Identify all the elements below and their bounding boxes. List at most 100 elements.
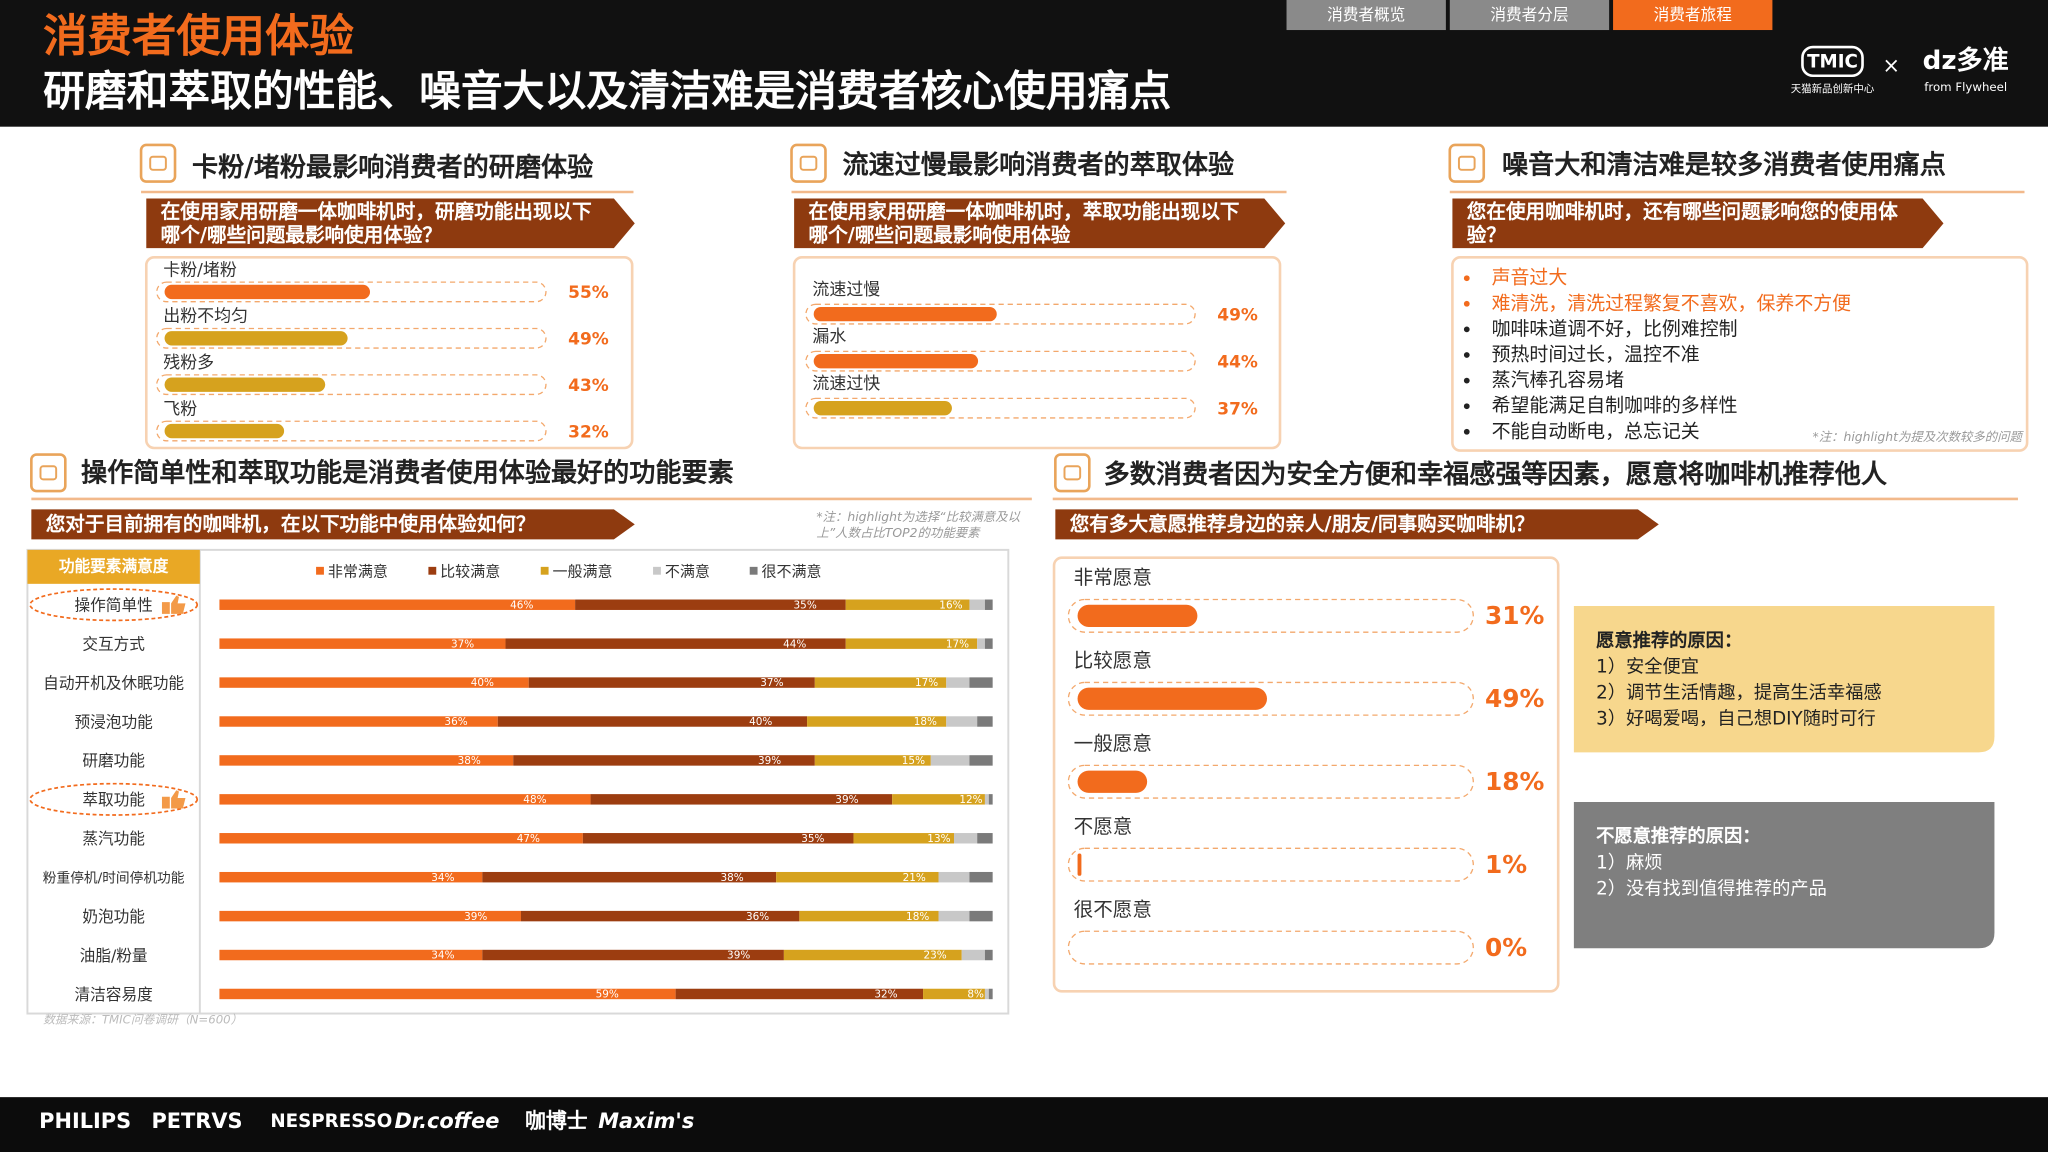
tab-label[interactable]: 消费者旅程 — [1654, 5, 1733, 24]
segment-label: 34% — [431, 872, 454, 884]
page-subtitle: 研磨和萃取的性能、噪音大以及清洁难是消费者核心使用痛点 — [43, 67, 1171, 116]
bar-track — [805, 397, 1196, 419]
value-label: 49% — [568, 330, 609, 350]
bar-segment — [520, 910, 800, 922]
segment-label: 36% — [444, 716, 467, 728]
table-frame — [26, 548, 1010, 1015]
pain-point: 声音过大 — [1492, 267, 1568, 289]
question-banner — [1055, 509, 1659, 540]
reason-item: 2）没有找到值得推荐的产品 — [1596, 878, 1827, 899]
bar-segment — [814, 677, 947, 688]
bar-segment — [219, 638, 506, 649]
brand-logo: NESPRESSO — [270, 1111, 392, 1132]
bullet — [1463, 275, 1470, 282]
footnote: *注：highlight为提及次数较多的问题 — [1813, 429, 2025, 444]
legend-swatch — [749, 566, 758, 575]
category-label: 漏水 — [812, 327, 846, 347]
bar — [1077, 687, 1267, 710]
question-text: 在使用家用研磨一体咖啡机时，研磨功能出现以下哪个/哪些问题最影响使用体验？ — [160, 199, 592, 247]
tab-label[interactable]: 消费者分层 — [1490, 5, 1568, 24]
heading-icon — [139, 143, 177, 183]
tab[interactable] — [1613, 0, 1773, 31]
category-label: 蒸汽功能 — [82, 829, 145, 848]
question-banner — [146, 198, 635, 249]
bar — [1077, 853, 1082, 876]
tab-label[interactable]: 消费者概览 — [1327, 5, 1405, 24]
reason-item: 1）麻烦 — [1596, 852, 1662, 873]
logo-frame — [1801, 45, 1864, 78]
section-heading: 多数消费者因为安全方便和幸福感强等因素，愿意将咖啡机推荐他人 — [1104, 459, 1888, 490]
segment-label: 23% — [923, 950, 946, 962]
bar-segment — [946, 677, 970, 688]
segment-label: 39% — [727, 950, 750, 962]
segment-label: 39% — [835, 794, 858, 806]
category-label: 残粉多 — [163, 353, 214, 373]
bar-segment — [513, 755, 815, 766]
category-label: 流速过快 — [812, 374, 880, 394]
bar-segment — [969, 755, 993, 766]
category-label: 粉重停机/时间停机功能 — [43, 869, 185, 886]
brand-logo: PETRVS — [152, 1109, 243, 1133]
category-label: 预浸泡功能 — [74, 712, 153, 731]
bullet — [1463, 428, 1470, 435]
segment-label: 39% — [758, 755, 781, 767]
bar-segment — [969, 599, 985, 610]
bar-segment — [482, 871, 777, 883]
bar-segment — [961, 949, 985, 961]
bar-segment — [582, 833, 854, 844]
bar-segment — [799, 910, 939, 922]
bar-segment — [969, 910, 993, 922]
category-label: 非常愿意 — [1074, 566, 1152, 589]
bullet — [1463, 326, 1470, 333]
segment-label: 44% — [783, 638, 806, 650]
pain-point: 预热时间过长，温控不准 — [1492, 344, 1700, 366]
tab[interactable] — [1286, 0, 1446, 31]
category-label: 交互方式 — [82, 634, 145, 653]
value-label: 49% — [1485, 684, 1545, 713]
category-label: 自动开机及休眠功能 — [43, 673, 184, 692]
category-label: 飞粉 — [163, 399, 197, 419]
pain-point: 咖啡味道调不好，比例难控制 — [1492, 318, 1738, 340]
bar — [164, 284, 371, 300]
footnote: *注：highlight为选择“比较满意及以上”人数占比TOP2的功能要素 — [816, 510, 1021, 541]
highlight-ring — [29, 588, 199, 622]
question-text-box: 在使用家用研磨一体咖啡机时，研磨功能出现以下哪个/哪些问题最影响使用体验？ — [160, 199, 592, 247]
heading-icon — [790, 143, 827, 183]
bar-segment — [969, 677, 993, 688]
logo-text: from Flywheel — [1924, 80, 2007, 94]
bar-segment — [977, 716, 993, 727]
segment-label: 13% — [927, 833, 950, 845]
question-text: 在使用家用研磨一体咖啡机时，萃取功能出现以下哪个/哪些问题最影响使用体验 — [808, 199, 1240, 247]
bar-segment — [969, 871, 993, 883]
value-label: 0% — [1485, 933, 1527, 962]
category-label: 流速过慢 — [812, 279, 880, 300]
heading-icon — [1063, 465, 1082, 481]
heading-icon — [1457, 155, 1476, 171]
value-label: 31% — [1485, 601, 1545, 630]
section-heading: 操作简单性和萃取功能是消费者使用体验最好的功能要素 — [81, 458, 734, 489]
bar-segment — [783, 949, 962, 961]
bar-segment — [575, 599, 846, 610]
category-label: 一般愿意 — [1074, 732, 1152, 755]
bar-track — [1067, 681, 1474, 716]
bar-segment — [984, 988, 989, 1000]
bar-track — [805, 303, 1196, 325]
segment-label: 12% — [959, 794, 982, 806]
brand-logo: Dr.coffee — [394, 1109, 499, 1133]
bar-segment — [675, 988, 924, 1000]
bar — [164, 423, 285, 439]
segment-label: 16% — [939, 599, 962, 611]
segment-label: 17% — [946, 638, 969, 650]
bar-segment — [984, 638, 993, 649]
tab[interactable] — [1449, 0, 1610, 31]
bar-segment — [219, 871, 483, 883]
legend-swatch — [653, 566, 661, 575]
bar-segment — [853, 833, 954, 844]
table-header-cell — [27, 549, 200, 584]
section-heading: 流速过慢最影响消费者的萃取体验 — [842, 149, 1235, 180]
reason-title: 愿意推荐的原因： — [1596, 629, 1742, 651]
category-label: 油脂/粉量 — [80, 946, 148, 965]
legend-swatch — [428, 566, 437, 575]
bar-segment — [930, 755, 970, 766]
bar-segment — [219, 794, 591, 805]
